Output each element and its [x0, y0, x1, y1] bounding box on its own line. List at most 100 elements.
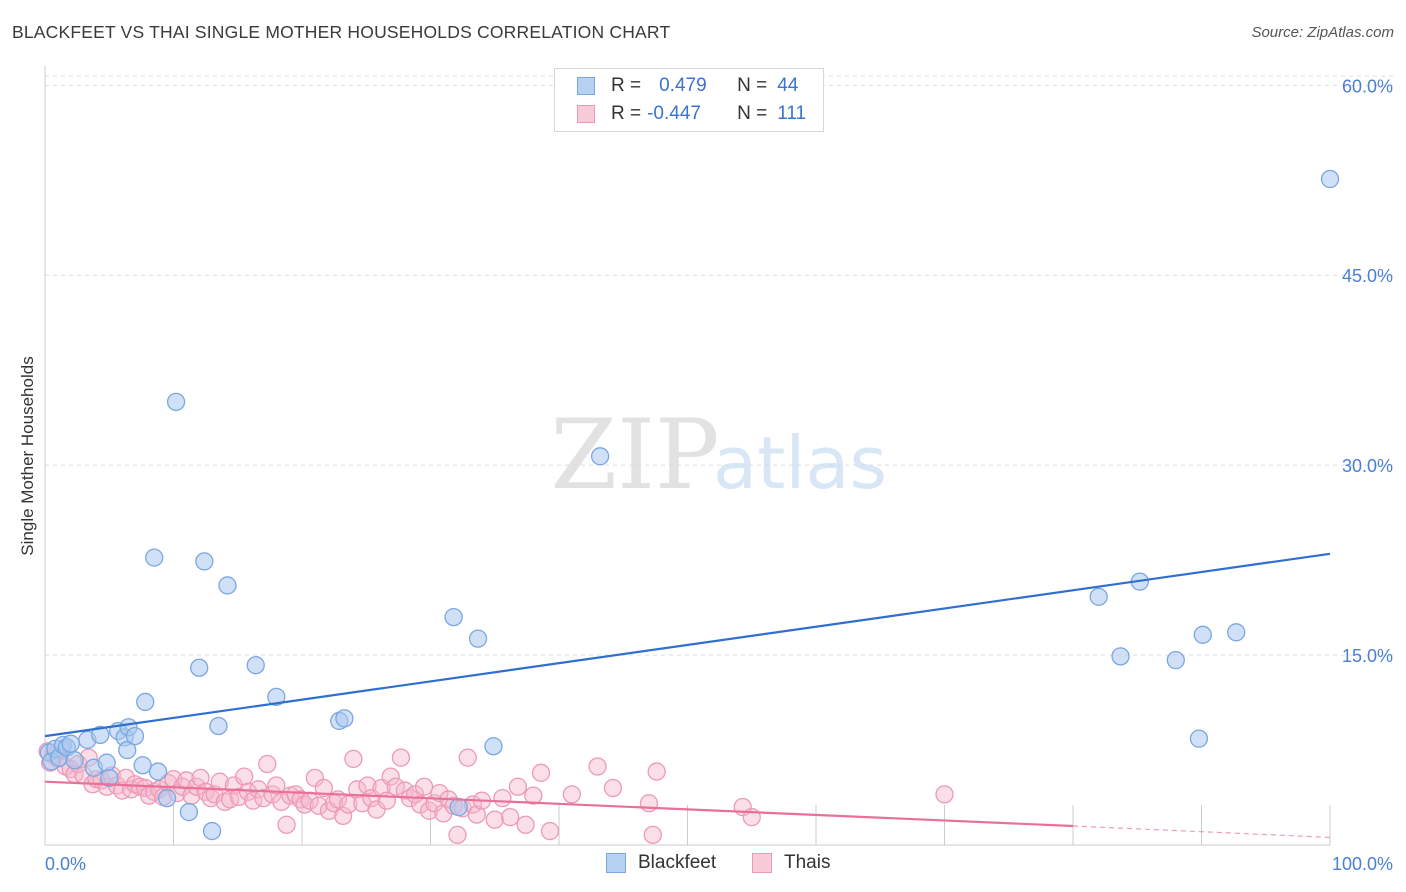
blackfeet-point — [1193, 625, 1212, 644]
legend-row-blackfeet: R = 0.479 N = 44 — [577, 75, 798, 97]
blackfeet-label: Blackfeet — [638, 852, 717, 873]
thais-point — [254, 789, 273, 808]
thais-point — [314, 778, 333, 798]
thais-point — [562, 785, 581, 804]
blackfeet-point — [246, 656, 265, 675]
blackfeet-point — [65, 751, 84, 770]
legend-n-value: 44 — [777, 75, 799, 96]
thais-point — [381, 767, 400, 786]
blackfeet-point — [179, 802, 199, 822]
thais-point — [272, 792, 291, 812]
blackfeet-point — [209, 716, 228, 736]
thais-point — [493, 789, 512, 808]
y-tick-label: 15.0% — [1342, 646, 1393, 666]
thais-point — [348, 780, 367, 799]
thais-point — [411, 795, 430, 814]
blackfeet-point — [444, 607, 463, 627]
blackfeet-point — [1111, 647, 1130, 666]
thais-point — [430, 783, 449, 803]
thais-point — [191, 768, 210, 788]
blackfeet-point — [468, 629, 488, 648]
thais-label: Thais — [784, 852, 831, 873]
x-tick-label: 0.0% — [45, 854, 86, 874]
blackfeet-point — [145, 548, 164, 567]
legend-n-label: N = — [737, 75, 768, 96]
thais-point — [235, 767, 254, 786]
thais-point — [249, 780, 268, 799]
thais-point — [414, 777, 434, 796]
thais-trend-line — [44, 780, 1074, 828]
thais-point — [467, 805, 486, 824]
blackfeet-points — [39, 169, 1340, 841]
correlation-legend: R = 0.479 N = 44 R = -0.447 N = 111 — [554, 68, 824, 132]
blackfeet-point — [449, 797, 468, 817]
blackfeet-point — [1089, 587, 1108, 606]
legend-row-thais: R = -0.447 N = 111 — [577, 103, 806, 125]
blackfeet-swatch — [606, 853, 626, 873]
blackfeet-point — [91, 725, 110, 744]
series-legend: Blackfeet Thais — [0, 852, 1406, 876]
tick-labels: 15.0% 30.0% 45.0% 60.0% 0.0% 100.0% — [45, 76, 1393, 874]
chart-title: BLACKFEET VS THAI SINGLE MOTHER HOUSEHOL… — [12, 22, 671, 42]
thais-point — [258, 754, 277, 774]
legend-item-thais: Thais — [752, 852, 830, 874]
thais-point — [540, 821, 560, 841]
thais-point — [643, 825, 662, 845]
thais-point — [524, 786, 543, 805]
blackfeet-point — [97, 753, 116, 772]
blackfeet-point — [1189, 729, 1209, 748]
thais-point — [344, 749, 363, 769]
blackfeet-point — [1320, 169, 1340, 189]
thais-point — [391, 748, 411, 767]
legend-item-blackfeet: Blackfeet — [606, 852, 716, 874]
legend-r-value: -0.447 — [647, 103, 701, 124]
blackfeet-point — [335, 709, 354, 728]
thais-point — [935, 785, 954, 804]
thais-point — [603, 778, 623, 798]
blackfeet-point — [195, 552, 214, 571]
legend-n-label: N = — [737, 103, 768, 124]
y-tick-label: 60.0% — [1342, 76, 1393, 96]
thais-point — [501, 807, 520, 827]
thais-point — [229, 787, 249, 807]
blackfeet-point — [61, 734, 80, 753]
legend-r-label: R = — [611, 103, 642, 124]
x-tick-label: 100.0% — [1332, 854, 1393, 874]
blackfeet-point — [148, 762, 168, 781]
y-tick-label: 30.0% — [1342, 456, 1393, 476]
thais-point — [187, 777, 206, 796]
thais-point — [448, 825, 467, 845]
thais-point — [639, 794, 659, 813]
thais-swatch — [752, 853, 772, 873]
legend-swatch-blue — [577, 77, 595, 95]
blackfeet-point — [166, 392, 186, 412]
blackfeet-point — [1227, 623, 1246, 642]
thais-trend-extension — [1072, 825, 1331, 839]
grid-lines — [45, 75, 1395, 656]
blackfeet-point — [218, 576, 237, 595]
y-tick-label: 45.0% — [1342, 266, 1393, 286]
thais-point — [485, 810, 504, 829]
thais-point — [267, 776, 286, 795]
thais-point — [647, 762, 666, 781]
legend-r-value: 0.479 — [659, 75, 707, 96]
legend-n-value: 111 — [777, 103, 807, 124]
thais-point — [277, 815, 296, 834]
thais-point — [516, 815, 535, 834]
trend-lines — [44, 552, 1331, 839]
blackfeet-point — [118, 740, 137, 760]
thais-point — [508, 777, 528, 796]
blackfeet-point — [190, 658, 209, 677]
blackfeet-point — [136, 692, 155, 712]
legend-r-label: R = — [611, 75, 642, 96]
blackfeet-point — [133, 756, 152, 775]
thais-point — [588, 757, 607, 776]
blackfeet-point — [125, 726, 145, 746]
thais-point — [309, 796, 328, 815]
blackfeet-trend-line — [44, 552, 1331, 738]
blackfeet-point — [484, 737, 503, 756]
blackfeet-point — [157, 789, 177, 808]
legend-swatch-pink — [577, 105, 595, 123]
watermark-atlas: atlas — [713, 421, 887, 505]
